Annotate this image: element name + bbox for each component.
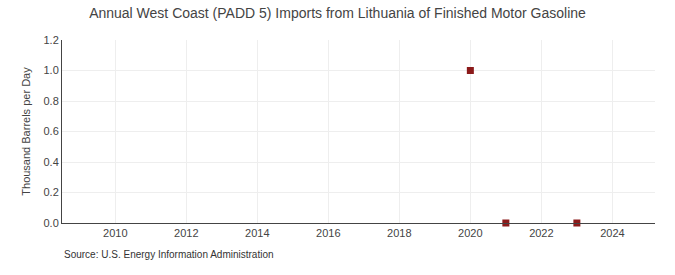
svg-text:Source: U.S. Energy Informatio: Source: U.S. Energy Information Administ… [64, 249, 274, 260]
svg-text:Annual West Coast (PADD 5) Imp: Annual West Coast (PADD 5) Imports from … [89, 5, 586, 21]
svg-text:2022: 2022 [529, 227, 553, 239]
svg-text:2016: 2016 [316, 227, 340, 239]
svg-text:0.8: 0.8 [44, 95, 59, 107]
svg-text:2010: 2010 [103, 227, 127, 239]
svg-text:2018: 2018 [387, 227, 411, 239]
svg-text:Thousand Barrels per Day: Thousand Barrels per Day [20, 67, 32, 196]
svg-text:0.4: 0.4 [44, 156, 59, 168]
svg-text:2014: 2014 [245, 227, 269, 239]
svg-text:0.2: 0.2 [44, 186, 59, 198]
svg-text:0.6: 0.6 [44, 125, 59, 137]
svg-text:2012: 2012 [174, 227, 198, 239]
svg-text:2024: 2024 [600, 227, 624, 239]
svg-text:2020: 2020 [458, 227, 482, 239]
svg-text:1.0: 1.0 [44, 64, 59, 76]
svg-text:0.0: 0.0 [44, 217, 59, 229]
svg-text:1.2: 1.2 [44, 34, 59, 46]
